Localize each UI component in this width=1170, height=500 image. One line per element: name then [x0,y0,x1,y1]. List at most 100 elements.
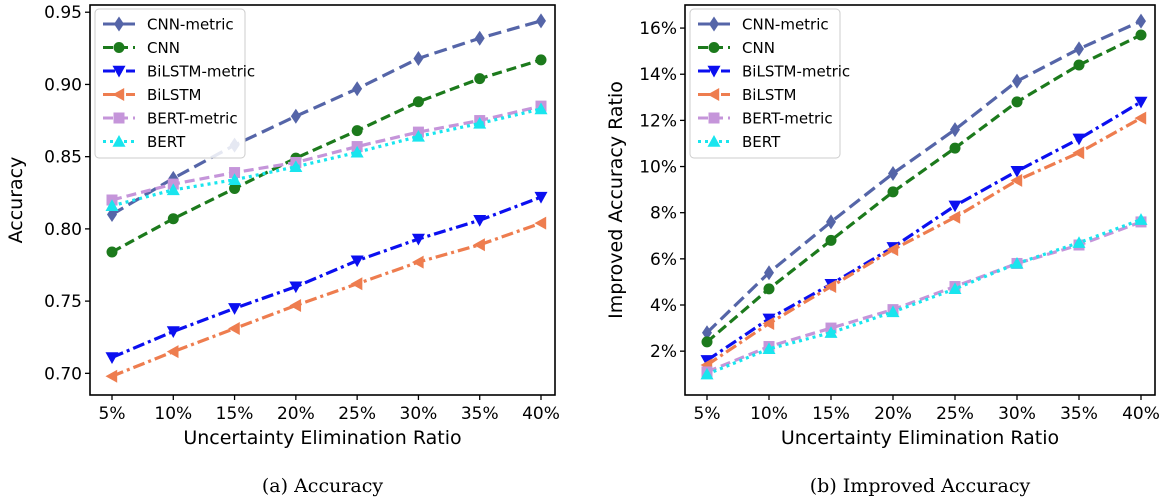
legend-label: BERT [742,133,781,151]
data-point [229,167,241,179]
legend-swatch-marker [114,16,124,32]
legend-item: BERT-metric [103,110,238,128]
legend-item: CNN [698,39,775,57]
series-line [111,19,542,216]
data-point [411,129,425,142]
data-point [1072,236,1086,248]
data-point [1072,133,1086,146]
legend-item: BiLSTM [698,86,796,104]
y-axis-label: Accuracy [5,157,27,244]
data-point [1135,29,1147,41]
data-point [106,246,118,258]
y-tick-label: 0.80 [44,220,82,240]
y-tick-label: 0.85 [44,148,82,168]
series-line [705,33,1142,344]
legend-item: BiLSTM-metric [698,63,850,81]
legend: CNN-metric CNN BiLSTM-metric BiLSTM BERT-met… [689,8,850,159]
x-tick-label: 15% [812,404,850,424]
data-point [948,282,962,295]
data-point [412,96,424,108]
data-point [228,322,240,336]
data-point [411,233,425,246]
data-point [824,280,837,294]
legend-swatch-marker [708,42,720,53]
data-point [289,298,302,312]
data-point [886,243,899,257]
legend-item: CNN-metric [103,16,234,34]
legend-item: BERT [698,133,781,151]
data-point [289,160,303,172]
data-point [105,199,119,211]
y-tick-label: 0.90 [44,75,82,95]
data-point [1074,41,1084,57]
legend-swatch-marker [709,16,719,32]
data-point [948,200,962,213]
plot-frame [89,4,556,396]
x-tick-label: 35% [461,404,499,424]
legend-item: BERT-metric [698,110,833,128]
data-point [473,116,487,129]
x-tick-label: 25% [936,404,974,424]
x-tick-label: 40% [1122,404,1160,424]
legend-swatch-marker [707,88,720,101]
data-point [228,303,242,315]
series-line [705,19,1142,334]
data-point [762,342,776,355]
legend-box [689,8,841,159]
series-line [111,195,542,359]
x-tick-label: 15% [216,404,254,424]
x-axis-label: Uncertainty Elimination Ratio [781,427,1059,449]
data-point [887,186,899,198]
legend-label: CNN-metric [147,16,234,34]
legend-label: BERT-metric [147,110,238,128]
data-point [166,326,180,338]
data-point [1072,146,1085,160]
data-point [1073,59,1085,71]
legend-box [94,8,246,159]
data-point [473,238,485,252]
legend-label: CNN [742,39,775,57]
y-axis-label: Improved Accuracy Ratio [605,81,627,319]
data-point [1134,213,1148,225]
data-point [762,316,775,330]
y-tick-label: 6% [650,250,677,270]
data-point [1012,73,1022,89]
data-point [1010,173,1023,187]
legend-label: BiLSTM-metric [742,63,850,81]
data-point [1011,96,1023,108]
data-point [700,355,714,367]
legend-label: CNN-metric [742,16,829,34]
data-point [535,54,547,66]
legend-item: CNN-metric [698,16,829,34]
legend-label: BiLSTM [742,86,796,104]
series-line [111,104,542,202]
y-tick-label: 2% [650,342,677,362]
data-point [105,369,118,383]
series-line [706,116,1142,367]
data-point [350,145,364,158]
series-cnn [106,54,547,258]
data-point [1010,165,1024,178]
legend-label: CNN [147,39,180,57]
data-point [702,325,712,341]
data-point [228,173,242,185]
series-bert [700,213,1148,380]
data-point [762,313,776,326]
legend-item: CNN [103,39,180,57]
chart-panel-accuracy: 0.70 0.75 0.80 0.85 0.90 0.95 5% 10% 15% 20% 25% 30… [5,3,560,497]
data-point [474,73,486,85]
legend-item: BERT [103,133,186,151]
y-tick-label: 16% [639,19,677,39]
data-point [534,191,548,204]
data-point [351,125,363,137]
series-bilstm [700,111,1147,372]
data-point [411,255,424,269]
x-tick-label: 20% [874,404,912,424]
y-tick-label: 0.95 [44,3,82,23]
legend-swatch-marker [113,42,125,53]
data-point [473,215,487,227]
data-point [948,210,961,224]
series-line [111,221,542,378]
data-point [289,281,303,294]
